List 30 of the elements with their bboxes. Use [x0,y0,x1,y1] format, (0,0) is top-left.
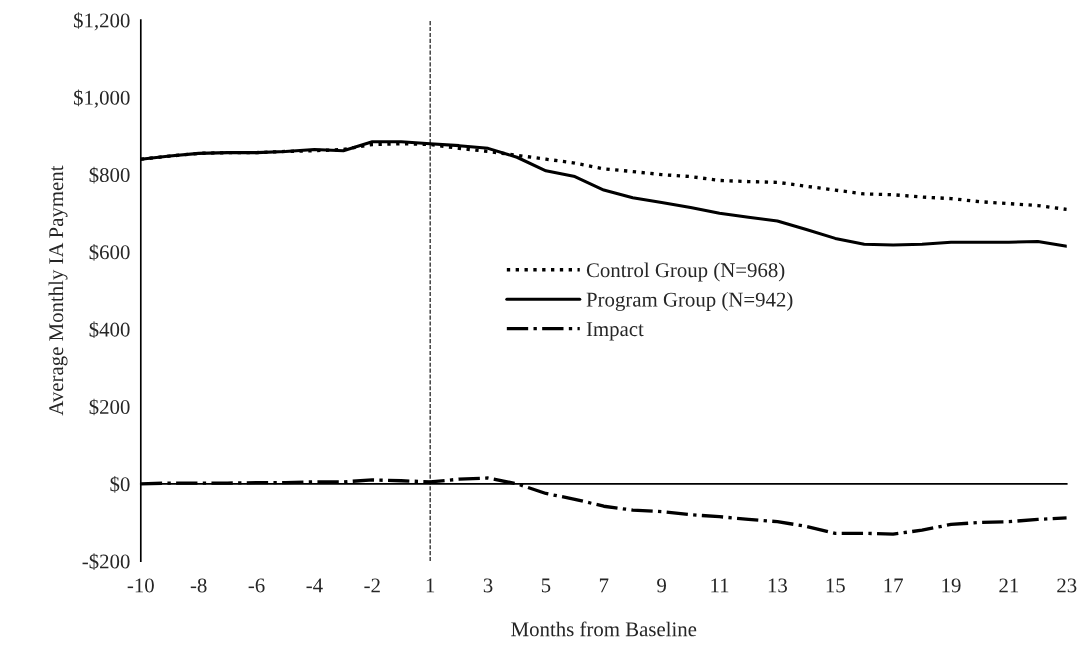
y-tick-label: $200 [89,398,130,416]
x-tick-label: 11 [711,578,729,593]
x-tick-label: -6 [248,578,265,593]
x-tick-label: 5 [541,578,551,593]
x-axis-title: Months from Baseline [511,621,697,637]
y-tick-label: $1,200 [73,12,130,31]
y-tick-label: $400 [89,321,130,339]
legend-label: Control Group (N=968) [586,262,785,282]
x-tick-label: 21 [999,578,1019,593]
x-tick-label: 13 [768,578,787,593]
y-tick-label: $1,000 [73,89,130,108]
x-tick-label: -8 [190,578,207,593]
y-tick-label: $800 [89,166,130,184]
x-tick-label: 17 [884,578,903,593]
x-tick-label: 7 [599,578,609,593]
legend-label: Impact [586,322,644,341]
x-tick-label: 23 [1057,578,1077,593]
x-tick-label: 3 [483,578,493,593]
y-tick-label: $0 [110,475,130,493]
x-tick-label: -2 [364,578,380,593]
x-tick-label: 1 [426,578,435,593]
x-tick-label: 19 [942,578,961,593]
y-tick-label: -$200 [82,553,130,570]
x-tick-label: -10 [127,578,154,593]
y-tick-label: $600 [89,244,130,261]
x-tick-label: -4 [306,578,323,593]
x-tick-label: 9 [657,578,666,593]
y-axis-title: Average Monthly IA Payment [48,165,68,416]
legend-label: Program Group (N=942) [586,291,793,311]
x-tick-label: 15 [826,578,845,593]
